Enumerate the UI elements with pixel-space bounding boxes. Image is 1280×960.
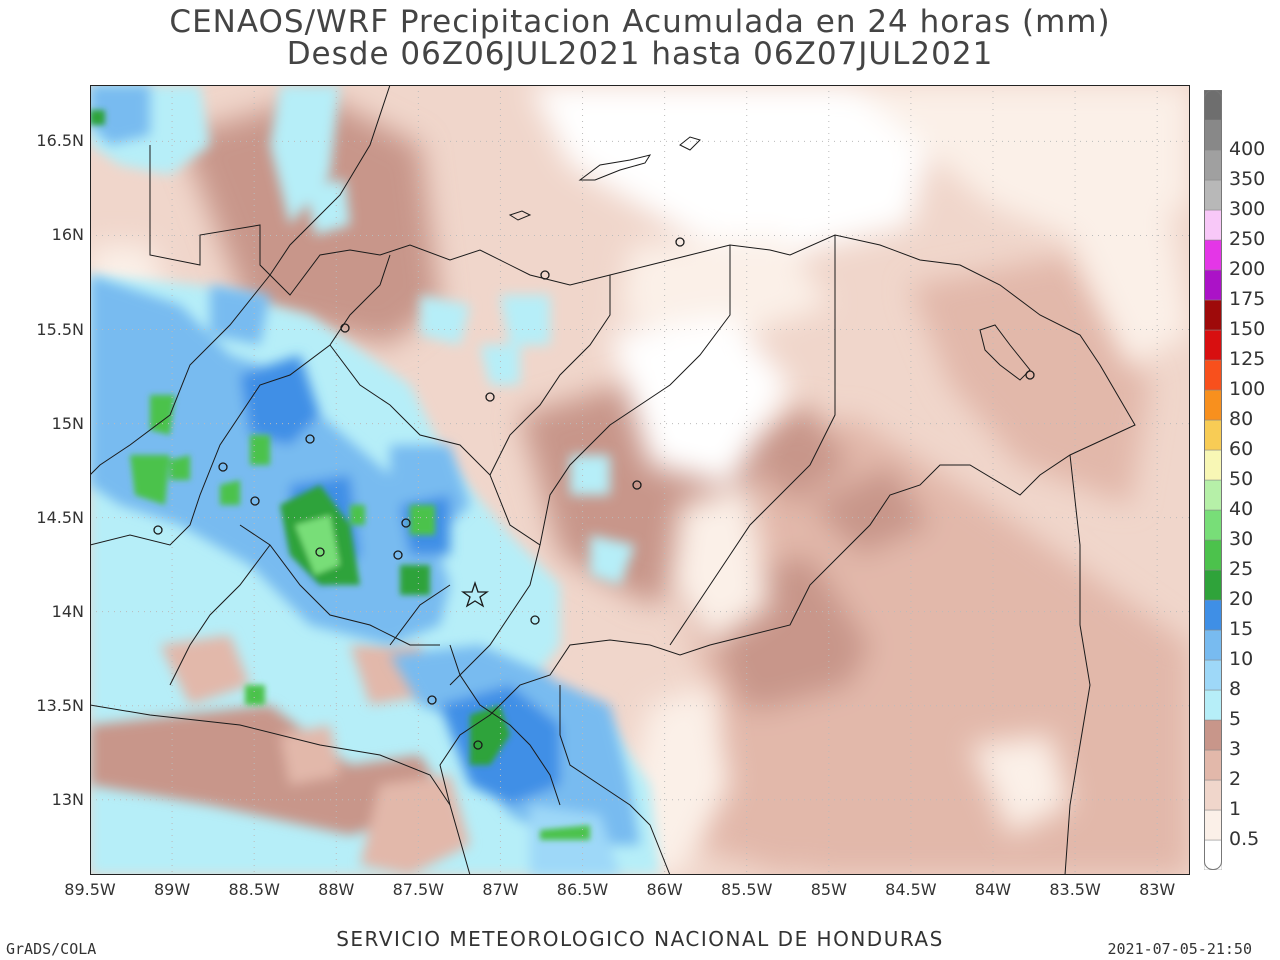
colorbar-swatch xyxy=(1204,299,1222,331)
colorbar-level-label: 20 xyxy=(1229,588,1254,610)
colorbar-swatch xyxy=(1204,179,1222,211)
x-tick-label: 88W xyxy=(318,880,355,899)
x-tick-label: 83W xyxy=(1139,880,1176,899)
x-tick-label: 89.5W xyxy=(64,880,116,899)
x-tick-label: 89W xyxy=(153,880,191,899)
x-tick-label: 87.5W xyxy=(392,880,445,899)
colorbar-swatch xyxy=(1204,539,1222,571)
colorbar-level-label: 80 xyxy=(1229,408,1254,430)
colorbar-swatch xyxy=(1204,239,1222,271)
colorbar-level-label: 15 xyxy=(1229,618,1254,640)
x-tick-label: 84.5W xyxy=(885,880,937,899)
map-subtitle: Desde 06Z06JUL2021 hasta 06Z07JUL2021 xyxy=(286,36,994,72)
y-tick-label: 16.5N xyxy=(36,131,84,151)
colorbar-level-label: 1 xyxy=(1229,798,1242,820)
colorbar-swatch xyxy=(1204,149,1222,181)
bay-islands xyxy=(508,136,1031,381)
colorbar-outline xyxy=(1204,90,1222,870)
x-tick-label: 85W xyxy=(810,880,847,899)
colorbar-level-label: 125 xyxy=(1229,348,1266,370)
colorbar-level-label: 3 xyxy=(1229,738,1242,760)
colorbar-level-label: 10 xyxy=(1229,648,1254,670)
x-tick-label: 87W xyxy=(482,880,519,899)
precip-brown-patches xyxy=(90,635,470,875)
footer-timestamp: 2021-07-05-21:50 xyxy=(1107,940,1253,958)
colorbar-level-label: 30 xyxy=(1229,528,1254,550)
colorbar-level-label: 25 xyxy=(1229,558,1254,580)
map-title: CENAOS/WRF Precipitacion Acumulada en 24… xyxy=(169,4,1111,40)
y-tick-label: 14.5N xyxy=(36,507,84,527)
colorbar-level-label: 8 xyxy=(1229,678,1242,700)
map-canvas xyxy=(90,85,1190,875)
colorbar xyxy=(1204,90,1222,870)
y-tick-label: 15.5N xyxy=(36,319,84,339)
colorbar-swatch xyxy=(1204,389,1222,421)
y-tick-label: 13.5N xyxy=(36,695,84,715)
colorbar-level-label: 400 xyxy=(1229,138,1266,160)
colorbar-level-label: 150 xyxy=(1229,318,1266,340)
colorbar-swatch xyxy=(1204,839,1222,870)
colorbar-level-label: 60 xyxy=(1229,438,1254,460)
colorbar-level-label: 200 xyxy=(1229,258,1266,280)
y-tick-label: 14N xyxy=(51,601,84,621)
colorbar-swatch xyxy=(1204,359,1222,391)
x-tick-label: 86W xyxy=(646,880,683,899)
precip-green-areas xyxy=(90,110,590,840)
x-tick-label: 88.5W xyxy=(228,880,280,899)
colorbar-level-label: 5 xyxy=(1229,708,1242,730)
colorbar-level-label: 40 xyxy=(1229,498,1254,520)
colorbar-swatch xyxy=(1204,749,1222,781)
colorbar-swatch xyxy=(1204,419,1222,451)
colorbar-level-label: 0.5 xyxy=(1229,828,1260,850)
precipitation-map xyxy=(90,85,1190,875)
colorbar-swatch xyxy=(1204,779,1222,811)
y-tick-label: 13N xyxy=(51,789,84,809)
colorbar-swatch xyxy=(1204,809,1222,841)
colorbar-level-label: 2 xyxy=(1229,768,1242,790)
colorbar-level-label: 300 xyxy=(1229,198,1266,220)
city-markers xyxy=(153,237,1035,750)
colorbar-swatch xyxy=(1204,689,1222,721)
footer-agency: SERVICIO METEOROLOGICO NACIONAL DE HONDU… xyxy=(336,927,944,951)
colorbar-level-label: 250 xyxy=(1229,228,1266,250)
footer-software: GrADS/COLA xyxy=(6,940,97,958)
y-tick-label: 16N xyxy=(51,225,84,245)
colorbar-swatch xyxy=(1204,479,1222,511)
colorbar-swatch xyxy=(1204,90,1222,121)
colorbar-swatch xyxy=(1204,329,1222,361)
y-tick-label: 15N xyxy=(51,413,84,433)
colorbar-swatch xyxy=(1204,599,1222,631)
colorbar-swatch xyxy=(1204,719,1222,751)
colorbar-level-label: 175 xyxy=(1229,288,1266,310)
colorbar-swatch xyxy=(1204,269,1222,301)
map-boundaries xyxy=(90,85,1136,875)
colorbar-swatch xyxy=(1204,659,1222,691)
colorbar-level-label: 50 xyxy=(1229,468,1254,490)
colorbar-level-label: 100 xyxy=(1229,378,1266,400)
x-tick-label: 84W xyxy=(974,880,1012,899)
x-tick-label: 86.5W xyxy=(556,880,609,899)
map-frame-border xyxy=(90,85,1190,875)
colorbar-swatch xyxy=(1204,509,1222,541)
colorbar-swatch xyxy=(1204,209,1222,241)
colorbar-level-label: 350 xyxy=(1229,168,1266,190)
colorbar-swatch xyxy=(1204,119,1222,151)
colorbar-swatch xyxy=(1204,449,1222,481)
x-tick-label: 83.5W xyxy=(1049,880,1101,899)
colorbar-swatch xyxy=(1204,569,1222,601)
colorbar-swatch xyxy=(1204,629,1222,661)
x-tick-label: 85.5W xyxy=(720,880,773,899)
